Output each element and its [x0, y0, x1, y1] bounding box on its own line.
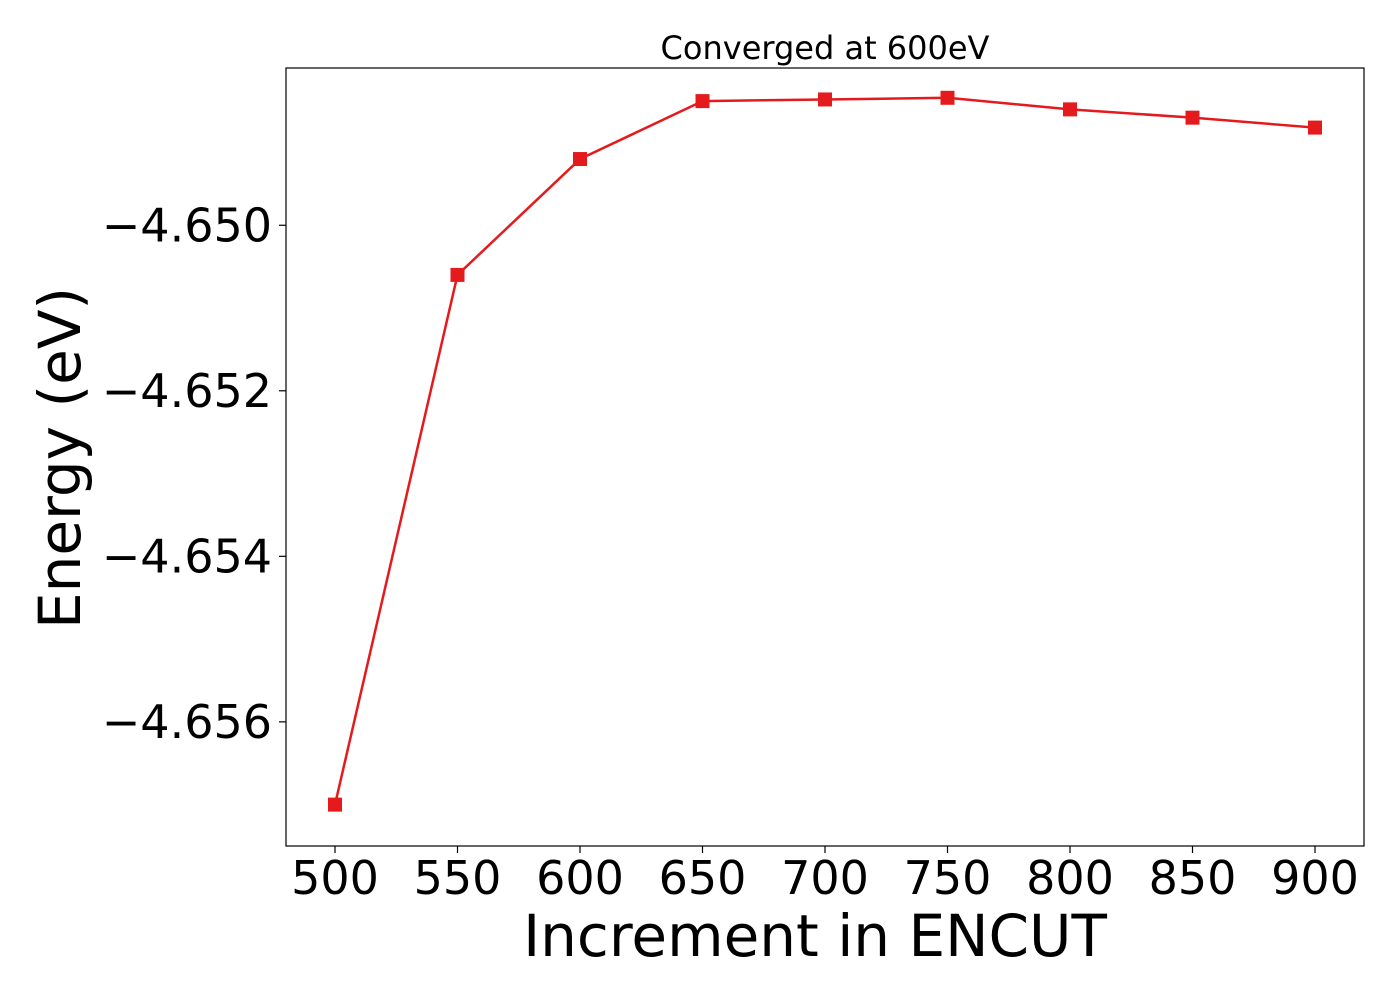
- series-layer: [328, 90, 1322, 812]
- x-axis: 500 550 600 650 700 750 800 850 900: [291, 846, 1359, 905]
- x-tick-label: 800: [1026, 851, 1114, 905]
- data-point: [573, 152, 587, 167]
- x-tick-label: 900: [1271, 851, 1359, 905]
- data-point: [1185, 110, 1200, 125]
- y-axis: −4.650 −4.652 −4.654 −4.656: [102, 198, 286, 749]
- data-point: [450, 267, 465, 282]
- data-point: [1063, 102, 1077, 117]
- x-tick-label: 650: [659, 851, 747, 905]
- x-tick-label: 750: [904, 851, 992, 905]
- x-tick-label: 850: [1149, 851, 1237, 905]
- chart-title: Converged at 600eV: [661, 29, 990, 67]
- x-tick-label: 600: [536, 851, 624, 905]
- x-tick-label: 500: [291, 851, 379, 905]
- y-tick-label: −4.650: [102, 198, 272, 252]
- data-point: [695, 94, 710, 109]
- y-axis-label: Energy (eV): [26, 287, 94, 629]
- x-tick-label: 700: [781, 851, 869, 905]
- y-tick-label: −4.654: [102, 529, 272, 583]
- data-point: [328, 797, 342, 812]
- data-point: [940, 90, 955, 105]
- y-tick-label: −4.652: [102, 364, 272, 418]
- y-tick-label: −4.656: [102, 695, 272, 749]
- x-tick-label: 550: [414, 851, 502, 905]
- data-point: [1308, 120, 1322, 135]
- data-point: [818, 92, 832, 107]
- x-axis-label: Increment in ENCUT: [523, 902, 1107, 970]
